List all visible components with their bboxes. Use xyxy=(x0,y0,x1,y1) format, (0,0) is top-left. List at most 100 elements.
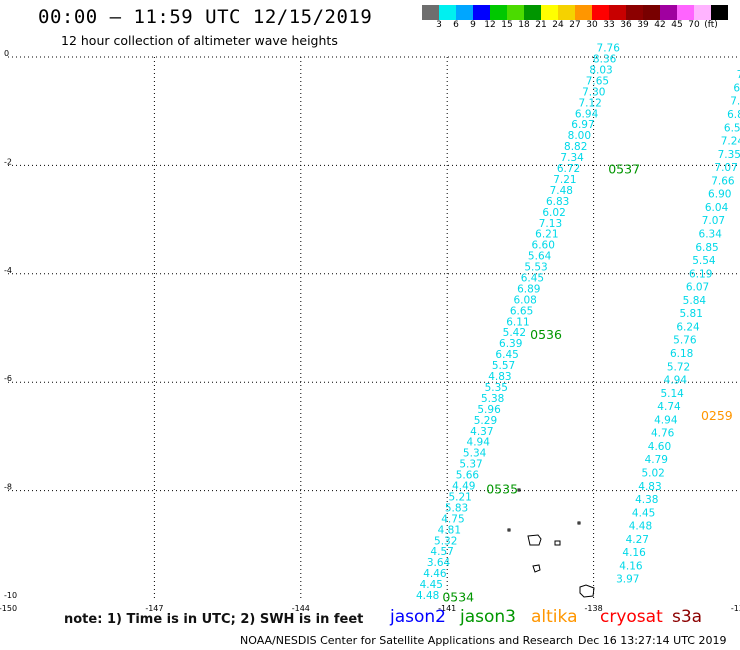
colorbar-label: 33 xyxy=(603,20,615,30)
colorbar-labels: 3 6 9 12 15 18 21 24 27 30 33 36 39 42 45 70 (ft) xyxy=(422,20,740,34)
colorbar-label: 15 xyxy=(501,20,513,30)
wave-height-label: 4.81 xyxy=(438,524,461,536)
colorbar-label: 6 xyxy=(453,20,459,30)
wave-height-label: 4.45 xyxy=(420,579,443,591)
colorbar-label: 45 xyxy=(671,20,683,30)
wave-height-label: 5.34 xyxy=(463,448,487,460)
x-tick-label: -147 xyxy=(145,604,163,613)
wave-height-label: 7.66 xyxy=(711,175,735,187)
wave-height-label: 8.82 xyxy=(564,141,587,153)
wave-height-label: 4.37 xyxy=(470,426,493,438)
legend-altika: altika xyxy=(531,607,578,627)
wave-height-label: 4.16 xyxy=(622,547,646,559)
colorbar-swatch xyxy=(439,5,456,20)
wave-height-label: 5.96 xyxy=(477,404,501,416)
pass-time-label: 0259 xyxy=(701,408,733,423)
wave-height-label: 6.85 xyxy=(695,242,718,254)
wave-height-label: 8.03 xyxy=(589,64,612,76)
legend-jason2: jason2 xyxy=(390,607,446,627)
chart-subtitle: 12 hour collection of altimeter wave hei… xyxy=(61,33,338,48)
wave-height-label: 5.83 xyxy=(445,502,468,514)
colorbar-swatch xyxy=(422,5,439,20)
wave-height-label: 6.07 xyxy=(686,282,709,294)
island-outline xyxy=(577,521,581,525)
wave-height-label: 4.76 xyxy=(651,428,675,440)
wave-height-label: 8.36 xyxy=(593,54,617,66)
colorbar-label: 3 xyxy=(436,20,442,30)
wave-height-label: 6.04 xyxy=(705,202,729,214)
wave-height-label: 6.39 xyxy=(499,338,522,350)
wave-height-label: 5.54 xyxy=(692,255,716,267)
colorbar-swatch xyxy=(507,5,524,20)
wave-height-label: 4.16 xyxy=(619,560,643,572)
wave-height-label: 6.72 xyxy=(557,163,580,175)
wave-height-label: 6.83 xyxy=(546,196,569,208)
wave-height-label: 3.64 xyxy=(427,557,451,569)
wave-height-label: 6.45 xyxy=(495,349,518,361)
wave-height-label: 8.00 xyxy=(568,130,591,142)
wave-height-label: 5.29 xyxy=(474,415,497,427)
legend-jason3: jason3 xyxy=(460,607,516,627)
island-outline xyxy=(517,488,521,492)
wave-height-label: 7.65 xyxy=(586,75,609,87)
legend-s3a: s3a xyxy=(672,607,703,627)
wave-height-label: 5.81 xyxy=(680,308,703,320)
colorbar-label: 12 xyxy=(484,20,496,30)
island-outline xyxy=(532,564,541,573)
island-outline xyxy=(579,584,595,598)
wave-height-label: 5.84 xyxy=(683,295,707,307)
wave-height-label: 6.45 xyxy=(521,272,544,284)
colorbar-label: 39 xyxy=(637,20,649,30)
pass-time-label: 0535 xyxy=(486,481,518,496)
colorbar-label: 9 xyxy=(470,20,476,30)
wave-height-label: 6.65 xyxy=(510,305,533,317)
wave-height-label: 5.66 xyxy=(456,470,480,482)
wave-height-label: 4.79 xyxy=(645,454,668,466)
wave-height-label: 5.76 xyxy=(673,335,697,347)
colorbar-label: 30 xyxy=(586,20,598,30)
wave-height-label: 4.75 xyxy=(441,513,464,525)
wave-height-label: 4.38 xyxy=(635,494,658,506)
wave-height-label: 7.07 xyxy=(702,215,725,227)
y-tick-label: 0 xyxy=(4,49,9,58)
wave-height-label: 7.48 xyxy=(550,185,573,197)
y-tick-label: -4 xyxy=(4,266,12,275)
wave-height-label: 6.19 xyxy=(689,268,712,280)
colorbar-swatch xyxy=(592,5,609,20)
island-outline xyxy=(554,540,561,546)
wave-height-label: 4.74 xyxy=(657,401,681,413)
colorbar-swatch xyxy=(473,5,490,20)
colorbar-swatch xyxy=(626,5,643,20)
pass-time-label: 0536 xyxy=(530,327,562,342)
y-tick-label: -2 xyxy=(4,157,12,166)
wave-height-label: 6.08 xyxy=(513,294,536,306)
colorbar-swatch xyxy=(490,5,507,20)
colorbar-swatch xyxy=(558,5,575,20)
colorbar-swatch xyxy=(711,5,728,20)
colorbar-swatch xyxy=(575,5,592,20)
wave-height-label: 5.21 xyxy=(448,491,471,503)
wave-height-label: 6.89 xyxy=(517,283,540,295)
colorbar-label: (ft) xyxy=(704,20,718,30)
wave-height-label: 4.49 xyxy=(452,481,475,493)
wave-height-label: 5.02 xyxy=(641,468,664,480)
colorbar-label: 36 xyxy=(620,20,632,30)
wave-height-label: 5.32 xyxy=(434,535,457,547)
wave-height-label: 4.94 xyxy=(654,414,678,426)
wave-height-label: 4.27 xyxy=(626,534,649,546)
wave-height-label: 6.24 xyxy=(676,321,700,333)
colorbar-swatch xyxy=(694,5,711,20)
wave-height-label: 7.24 xyxy=(721,136,740,148)
legend-cryosat: cryosat xyxy=(600,607,663,627)
wave-height-label: 4.48 xyxy=(629,521,652,533)
y-tick-label: -8 xyxy=(4,483,12,492)
island-outline xyxy=(507,528,511,532)
colorbar-swatch xyxy=(660,5,677,20)
wave-height-label: 4.94 xyxy=(467,437,491,449)
colorbar-swatch xyxy=(541,5,558,20)
pass-time-label: 0534 xyxy=(442,590,474,605)
wave-height-label: 5.38 xyxy=(481,393,504,405)
wave-height-label: 5.42 xyxy=(503,327,526,339)
colorbar-swatch xyxy=(609,5,626,20)
wave-height-label: 4.46 xyxy=(423,568,447,580)
